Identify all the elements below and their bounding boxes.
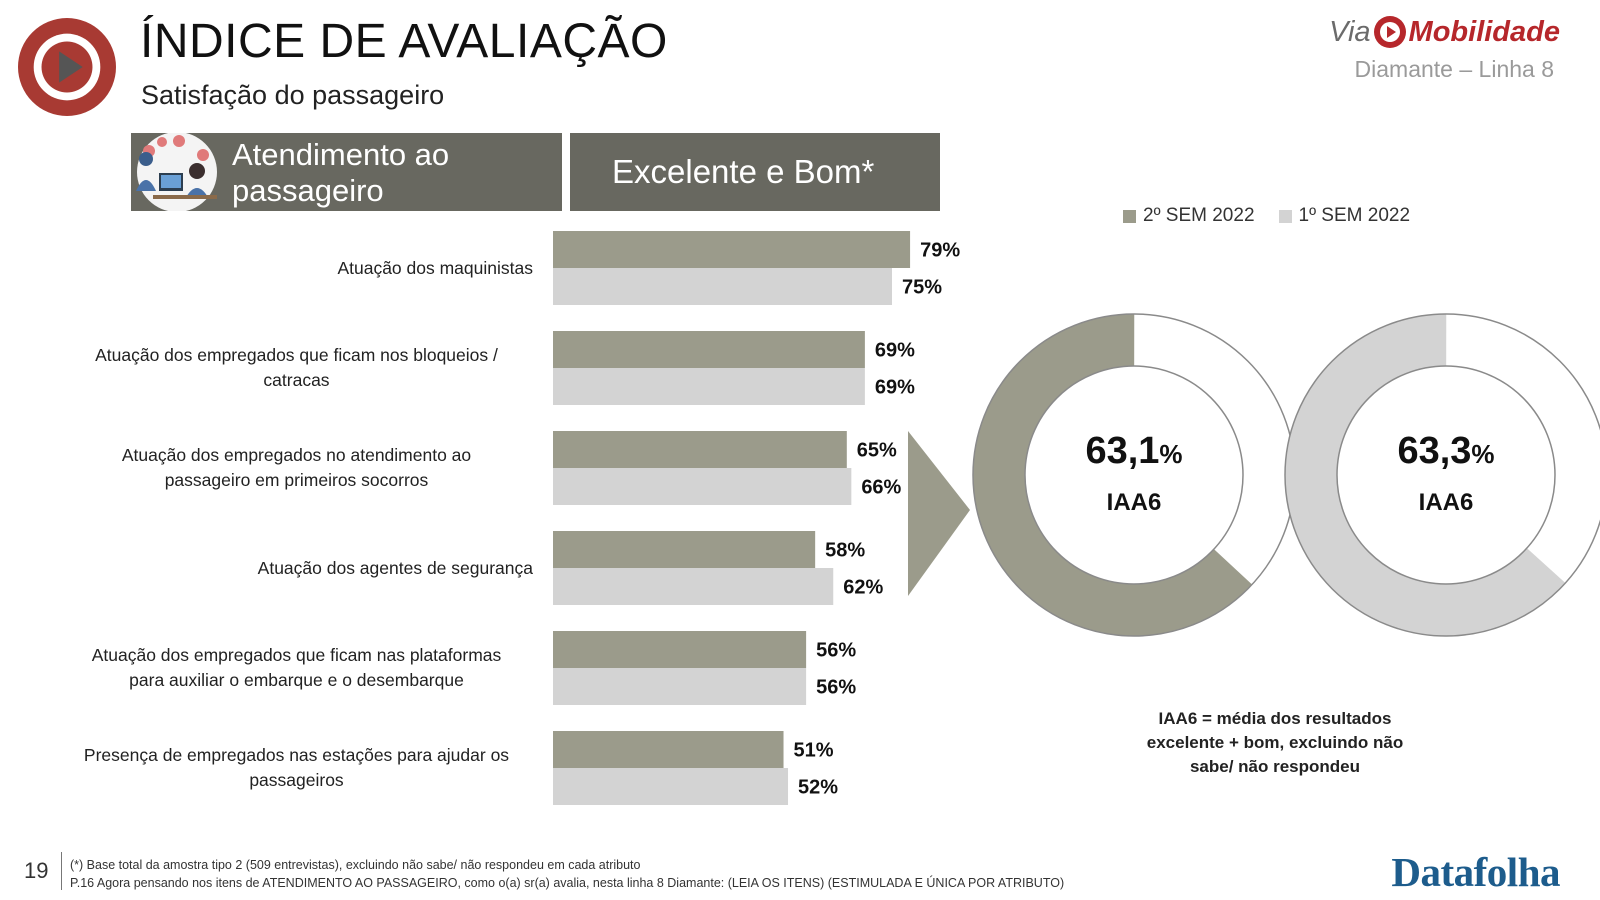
brand-prefix: Via [1329,16,1371,48]
data-label: 58% [825,540,865,562]
donut-value-previous-number: 63,3 [1397,430,1472,472]
category-label-line: passageiros [249,770,344,790]
bar-previous [553,768,789,805]
bar-previous [553,568,834,605]
bar-current [553,731,784,768]
customer-service-icon [136,133,217,211]
legend-swatch-current [1123,209,1136,223]
category-label-line: para auxiliar o embarque e o desembarque [129,670,464,690]
iaa-definition-note: IAA6 = média dos resultados excelente + … [1130,707,1420,779]
category-label: Atuação dos maquinistas [60,256,533,281]
note-line: sabe/ não respondeu [1189,757,1361,776]
page-number: 19 [24,858,49,883]
data-label: 56% [816,640,856,662]
bar-previous [553,268,892,305]
bar-current [553,431,847,468]
datafolha-logo: Datafolha [1391,849,1560,895]
bar-current [553,331,865,368]
donut-outline-outer [1284,313,1600,637]
data-label: 51% [794,740,834,762]
bar-previous [553,668,807,705]
section-label: Atendimento ao passageiro [232,137,450,208]
arrow-icon [908,431,970,596]
donut-outline-inner [1024,365,1244,585]
category-label-line: Atuação dos agentes de segurança [257,557,533,578]
data-label: 65% [857,440,897,462]
data-label: 66% [861,477,901,499]
footer-divider [61,852,62,890]
category-label-line: Presença de empregados nas estações para… [83,745,510,765]
category-label-line: passageiro em primeiros socorros [164,470,429,490]
data-label: 75% [902,277,942,299]
category-label-line: Atuação dos empregados que ficam nos blo… [95,345,498,365]
donut-label-previous: IAA6 [1418,489,1474,516]
category-label: Atuação dos empregados que ficam nas pla… [60,643,533,693]
footnote-question: P.16 Agora pensando nos itens de ATENDIM… [70,876,1065,890]
footnote: (*) Base total da amostra tipo 2 (509 en… [70,856,1064,892]
page-subtitle: Satisfação do passageiro [141,80,445,110]
donut-value-previous: 63,3% [1361,430,1531,473]
bar-current [553,231,911,268]
footnote-base: (*) Base total da amostra tipo 2 (509 en… [70,858,641,872]
line-name: Diamante – Linha 8 [1354,56,1554,82]
category-label-line: catracas [263,370,330,390]
donut-value-current-number: 63,1 [1085,430,1160,472]
legend-swatch-previous [1278,209,1292,223]
chart-legend: 2º SEM 2022 1º SEM 2022 [1123,205,1410,227]
donut-outline-inner [1336,365,1556,585]
data-label: 79% [920,240,960,262]
note-line: IAA6 = média dos resultados [1158,709,1392,728]
donut-value-current-unit: % [1159,439,1183,469]
metric-banner: Excelente e Bom* [570,133,940,211]
donut-value-previous-unit: % [1471,439,1495,469]
bar-previous [553,468,852,505]
donut-arc-previous [1285,314,1600,636]
category-label-line: Atuação dos empregados que ficam nas pla… [91,645,502,665]
donut-label-current: IAA6 [1106,489,1162,516]
data-label: 62% [843,577,883,599]
category-label-line: Atuação dos maquinistas [337,257,533,278]
legend-item-current: 2º SEM 2022 [1123,205,1255,227]
bar-previous [553,368,865,405]
data-label: 52% [798,777,838,799]
category-label: Presença de empregados nas estações para… [60,743,533,793]
brand-name: Mobilidade [1408,16,1560,48]
category-label-line: Atuação dos empregados no atendimento ao [121,445,472,465]
data-label: 69% [875,377,915,399]
note-line: excelente + bom, excluindo não [1146,733,1404,752]
legend-item-previous: 1º SEM 2022 [1278,205,1411,227]
category-label: Atuação dos agentes de segurança [60,556,533,581]
category-label: Atuação dos empregados que ficam nos blo… [60,343,533,393]
play-logo-icon [18,18,116,116]
bar-current [553,531,816,568]
category-label: Atuação dos empregados no atendimento ao… [60,443,533,493]
data-label: 56% [816,677,856,699]
bar-current [553,631,807,668]
data-label: 69% [875,340,915,362]
brand-play-icon [1373,16,1406,48]
brand-logo: Via Mobilidade Diamante – Linha 8 [1329,14,1560,83]
page-title: ÍNDICE DE AVALIAÇÃO [140,15,668,68]
legend-label-current: 2º SEM 2022 [1143,205,1255,226]
donut-value-current: 63,1% [1049,430,1219,473]
legend-label-previous: 1º SEM 2022 [1298,205,1411,226]
